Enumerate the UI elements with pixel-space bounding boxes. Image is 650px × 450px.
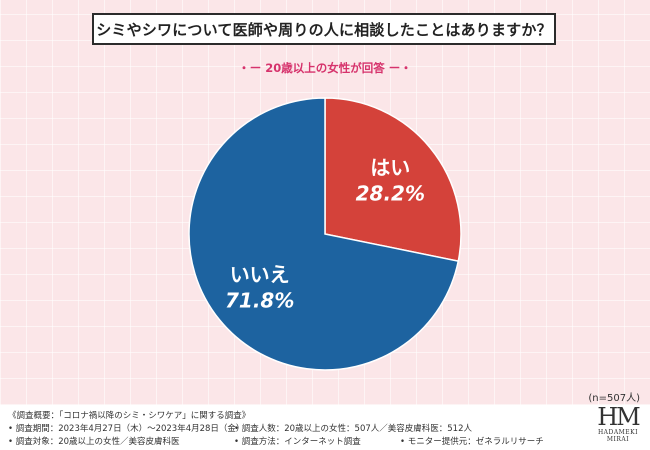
pie-slice-no [188, 97, 460, 371]
pie-label-yes: はい [370, 156, 410, 180]
survey-target: • 調査対象：20歳以上の女性／美容皮膚科医 [8, 437, 180, 447]
logo-line2: MIRAI [606, 436, 630, 443]
logo-mark: HM [597, 403, 641, 431]
survey-overview: 《調査概要：「コロナ禍以降のシミ・シワケア」に関する調査》 [8, 411, 251, 421]
chart-subtitle: ・ー 20歳以上の女性が回答 ー・ [238, 61, 412, 75]
survey-period: • 調査期間：2023年4月27日（木）〜2023年4月28日（金） [8, 424, 245, 434]
brand-logo: HM HADAMEKI MIRAI [594, 405, 642, 447]
pie-label-no: いいえ [230, 262, 290, 286]
sample-size-label: (n=507人) [588, 393, 640, 404]
survey-method: • 調査方法：インターネット調査 [234, 437, 361, 447]
pie-value-no: 71.8% [225, 288, 294, 312]
chart-title: シミやシワについて医師や周りの人に相談したことはありますか？ [92, 13, 556, 45]
survey-respondents: • 調査人数：20歳以上の女性：507人／美容皮膚科医：512人 [234, 424, 472, 434]
pie-slice-yes [324, 97, 462, 263]
logo-line1: HADAMEKI [597, 429, 639, 436]
footer [0, 405, 650, 450]
monitor-provider: • モニター提供元：ゼネラルリサーチ [400, 437, 544, 447]
pie-value-yes: 28.2% [356, 182, 425, 206]
